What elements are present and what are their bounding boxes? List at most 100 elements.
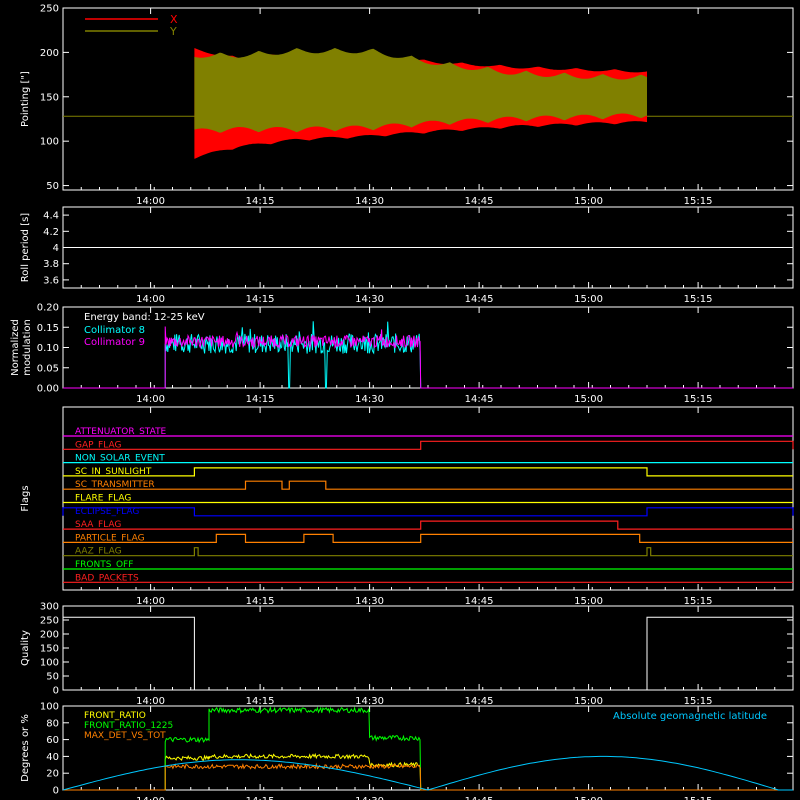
y-tick-label: 0.05: [37, 363, 59, 374]
x-tick-label: 15:15: [684, 196, 713, 207]
flag-label-flare-flag: FLARE_FLAG: [75, 494, 131, 504]
y-tick-label: 100: [40, 137, 59, 148]
y-tick-label: 0: [53, 786, 59, 797]
x-tick-label: 15:15: [684, 294, 713, 305]
y-axis-label: Roll period [s]: [20, 213, 31, 282]
y-axis-label: Normalized: [10, 319, 21, 376]
y-tick-label: 150: [40, 644, 59, 655]
x-tick-label: 14:15: [246, 596, 275, 607]
x-tick-label: 14:45: [465, 394, 494, 405]
x-tick-label: 14:45: [465, 796, 494, 800]
x-tick-label: 14:30: [355, 196, 384, 207]
y-axis-label: Quality: [20, 630, 31, 666]
y-tick-label: 200: [40, 48, 59, 59]
legend-label-y: Y: [169, 25, 177, 38]
x-tick-label: 14:00: [136, 696, 165, 707]
ratio-line-front-ratio: [63, 752, 793, 791]
x-tick-label: 14:45: [465, 596, 494, 607]
geomagnetic-latitude-label: Absolute geomagnetic latitude: [613, 711, 767, 722]
x-tick-label: 14:15: [246, 696, 275, 707]
x-tick-label: 14:30: [355, 696, 384, 707]
flag-line-particle-flag: [63, 533, 793, 544]
flag-line-gap-flag: [63, 440, 794, 450]
y-tick-label: 100: [40, 658, 59, 669]
plot-frame: [62, 406, 794, 591]
y-tick-label: 80: [46, 718, 59, 729]
y-tick-label: 0.10: [37, 343, 59, 354]
geomagnetic-latitude-line: [62, 755, 793, 791]
y-tick-label: 0: [53, 686, 59, 697]
flag-label-aaz-flag: AAZ_FLAG: [75, 547, 122, 557]
x-tick-label: 14:30: [355, 294, 384, 305]
y-tick-label: 0.15: [37, 323, 59, 334]
x-tick-label: 14:45: [465, 196, 494, 207]
y-tick-label: 4.2: [43, 227, 59, 238]
modulation-legend-1: Collimator 8: [84, 325, 145, 336]
flag-label-sc-in-sunlight: SC_IN_SUNLIGHT: [75, 467, 152, 477]
modulation-legend-2: Collimator 9: [84, 337, 145, 348]
x-tick-label: 14:00: [136, 294, 165, 305]
x-tick-label: 14:45: [465, 294, 494, 305]
y-axis-label: modulation: [22, 319, 33, 376]
y-axis-label: Flags: [20, 485, 31, 511]
panel-2: 14:00 14:15 14:30 14:45 15:00 15:15 3.6 3.8 4 4.2…: [20, 206, 794, 305]
y-tick-label: 50: [46, 181, 59, 192]
flag-line-sc-transmitter: [63, 480, 793, 490]
y-tick-label: 4: [53, 243, 59, 254]
flag-label-bad-packets: BAD_PACKETS: [75, 573, 139, 583]
flag-label-gap-flag: GAP_FLAG: [75, 440, 121, 450]
y-tick-label: 250: [40, 4, 59, 15]
ratio-legend-1: FRONT_RATIO: [84, 711, 146, 721]
y-tick-label: 50: [46, 672, 59, 683]
ratio-legend-2: FRONT_RATIO_1225: [84, 721, 173, 731]
x-tick-label: 14:00: [136, 196, 165, 207]
x-tick-label: 14:45: [465, 696, 494, 707]
x-tick-label: 15:00: [574, 394, 603, 405]
panel-6: 14:00 14:15 14:30 14:45 15:00 15:15 0 20 40 60 80 1…: [20, 702, 794, 800]
y-axis-label: Degrees or %: [20, 714, 31, 782]
y-tick-label: 3.8: [43, 259, 59, 270]
x-tick-label: 14:30: [355, 596, 384, 607]
panel-4: 14:00 14:15 14:30 14:45 15:00 15:15 Flags ATTEN…: [20, 406, 794, 607]
x-tick-label: 14:15: [246, 394, 275, 405]
plot-frame: [62, 605, 794, 691]
x-tick-label: 14:30: [355, 394, 384, 405]
y-tick-label: 250: [40, 616, 59, 627]
ratio-legend-3: MAX_DET_VS_TOT: [84, 731, 166, 741]
y-tick-label: 60: [46, 735, 59, 746]
x-tick-label: 15:15: [684, 796, 713, 800]
flag-label-non-solar-event: NON_SOLAR_EVENT: [75, 454, 165, 464]
y-tick-label: 4.4: [43, 211, 59, 222]
x-tick-label: 15:00: [574, 294, 603, 305]
x-tick-label: 14:15: [246, 796, 275, 800]
flag-line-saa-flag: [63, 520, 793, 530]
y-tick-label: 0.20: [37, 303, 59, 314]
pointing-band-y: [194, 48, 647, 133]
y-tick-label: 200: [40, 630, 59, 641]
x-tick-label: 14:00: [136, 596, 165, 607]
flag-label-fronts-off: FRONTS_OFF: [75, 560, 133, 570]
y-axis-label: Pointing ["]: [20, 71, 31, 127]
modulation-line-2: [63, 326, 793, 389]
x-tick-label: 15:00: [574, 796, 603, 800]
flag-line-eclipse-flag: [62, 507, 794, 517]
x-tick-label: 14:30: [355, 796, 384, 800]
x-tick-label: 14:15: [246, 196, 275, 207]
flag-label-eclipse-flag: ECLIPSE_FLAG: [75, 507, 139, 517]
flag-label-attenuator-state: ATTENUATOR_STATE: [75, 427, 167, 437]
x-tick-label: 15:15: [684, 696, 713, 707]
flag-label-sc-transmitter: SC_TRANSMITTER: [75, 480, 155, 490]
y-tick-label: 300: [40, 602, 59, 613]
quality-line: [63, 616, 793, 691]
y-tick-label: 20: [46, 769, 59, 780]
x-tick-label: 15:15: [684, 394, 713, 405]
modulation-line-1: [63, 321, 793, 389]
y-tick-label: 0.00: [37, 384, 59, 395]
flag-label-particle-flag: PARTICLE_FLAG: [75, 533, 145, 543]
x-tick-label: 15:15: [684, 596, 713, 607]
x-tick-label: 14:00: [136, 394, 165, 405]
y-tick-label: 150: [40, 92, 59, 103]
flag-line-aaz-flag: [63, 547, 793, 557]
x-tick-label: 14:00: [136, 796, 165, 800]
